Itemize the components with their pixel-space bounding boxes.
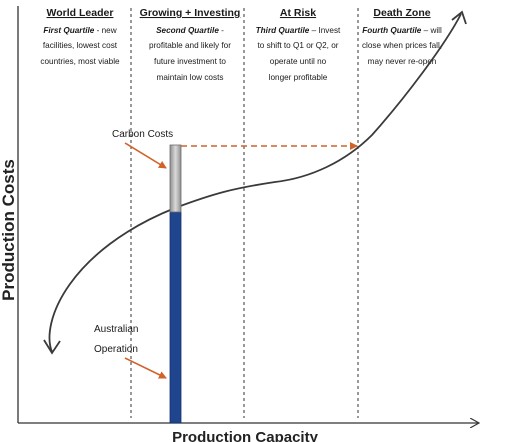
quartile-2-line-3: future investment to bbox=[154, 57, 226, 66]
australian-operation-label-1: Australian bbox=[94, 324, 138, 335]
quartile-2-line-4: maintain low costs bbox=[157, 73, 224, 82]
quartile-2-line-1: Second Quartile - bbox=[156, 26, 224, 35]
quartile-1-header: World Leader First Quartile - new facili… bbox=[40, 7, 120, 66]
curve-start-arrowhead-icon bbox=[43, 339, 61, 355]
carbon-cost-bar bbox=[169, 144, 182, 213]
quartile-1-line-1: First Quartile - new bbox=[43, 26, 116, 35]
quartile-1-line-3: countries, most viable bbox=[40, 57, 120, 66]
quartile-dividers bbox=[130, 8, 359, 418]
quartile-4-line-3: may never re-open bbox=[368, 57, 437, 66]
quartile-4-header: Death Zone Fourth Quartile – will close … bbox=[362, 7, 442, 66]
y-axis-label: Production Costs bbox=[0, 159, 18, 301]
quartile-3-line-3: operate until no bbox=[270, 57, 327, 66]
quartile-4-line-1: Fourth Quartile – will bbox=[362, 26, 442, 35]
quartile-1-line-2: facilities, lowest cost bbox=[43, 41, 118, 50]
quartile-4-line-2: close when prices fall, bbox=[362, 41, 442, 50]
australian-operation-label-2: Operation bbox=[94, 344, 138, 355]
curve-end-arrowhead-icon bbox=[451, 10, 467, 25]
quartile-2-line-2: profitable and likely for bbox=[149, 41, 231, 50]
quartile-3-line-4: longer profitable bbox=[269, 73, 328, 82]
quartile-3-line-2: to shift to Q1 or Q2, or bbox=[258, 41, 339, 50]
quartile-3-title: At Risk bbox=[280, 7, 316, 19]
quartile-2-title: Growing + Investing bbox=[140, 7, 241, 19]
quartile-2-header: Growing + Investing Second Quartile - pr… bbox=[140, 7, 241, 82]
carbon-costs-pointer bbox=[124, 142, 167, 169]
cost-curve bbox=[48, 13, 462, 353]
quartile-4-title: Death Zone bbox=[373, 7, 430, 19]
australian-operation-pointer bbox=[124, 357, 167, 379]
quartile-1-title: World Leader bbox=[47, 7, 114, 19]
operation-cost-bar bbox=[169, 211, 182, 424]
x-axis-label: Production Capacity bbox=[172, 429, 319, 442]
quartile-3-line-1: Third Quartile – Invest bbox=[256, 26, 341, 35]
quartile-3-header: At Risk Third Quartile – Invest to shift… bbox=[256, 7, 341, 82]
carbon-costs-label: Carbon Costs bbox=[112, 129, 173, 140]
